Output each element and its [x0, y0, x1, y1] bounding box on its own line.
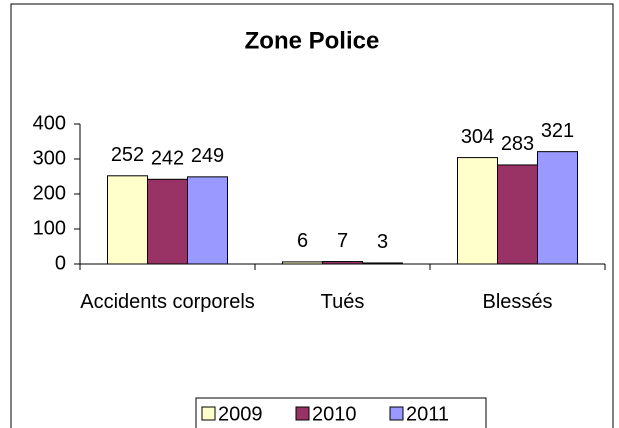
bar [187, 176, 228, 265]
bar [107, 175, 148, 265]
legend-swatch [201, 406, 216, 421]
y-tick-label: 100 [33, 217, 66, 239]
x-tick-label-box: Blessés [482, 291, 553, 313]
legend-label: 2011 [406, 403, 449, 425]
legend-swatch [389, 406, 404, 421]
x-tick-label-box: Accidents corporels [80, 291, 255, 313]
data-label: 249 [191, 145, 224, 167]
bar [147, 178, 188, 265]
y-tick-label: 0 [55, 252, 66, 274]
data-label: 252 [111, 144, 144, 166]
legend-box [195, 397, 487, 428]
bar [457, 157, 498, 265]
bar [497, 164, 538, 265]
data-label: 242 [151, 148, 184, 170]
chart-title: Zone Police [245, 27, 380, 54]
y-tick-label: 400 [33, 112, 66, 134]
legend-label: 2010 [312, 403, 357, 425]
x-tick-label: Accidents corporels [80, 291, 255, 313]
data-label: 283 [501, 133, 534, 155]
x-tick-label-box: Tués [320, 291, 365, 313]
x-tick-label: Tués [320, 291, 365, 313]
y-tick-label: 300 [33, 147, 66, 169]
data-label: 6 [297, 230, 308, 252]
bar [282, 261, 323, 265]
x-tick-label: Blessés [482, 291, 553, 313]
bar [537, 151, 578, 265]
bar [322, 261, 363, 265]
data-label: 321 [541, 120, 574, 142]
bar [362, 262, 403, 265]
y-tick-label: 200 [33, 182, 66, 204]
legend-label: 2009 [218, 403, 263, 425]
legend-swatch [295, 406, 310, 421]
data-label: 3 [377, 231, 388, 253]
data-label: 304 [461, 126, 494, 148]
data-label: 7 [337, 230, 348, 252]
